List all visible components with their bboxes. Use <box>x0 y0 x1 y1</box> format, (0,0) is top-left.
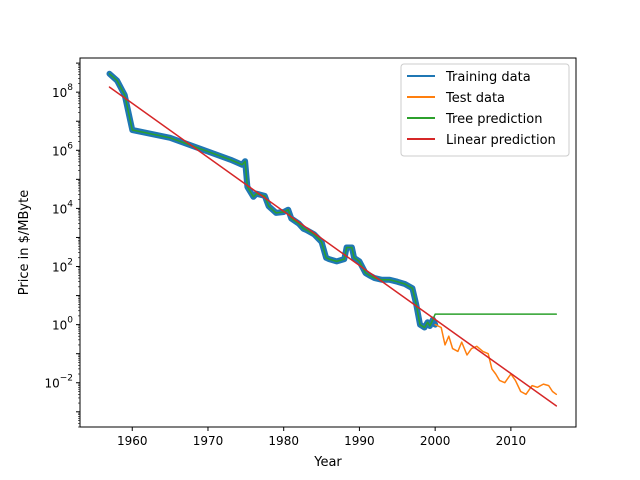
x-axis-label: Year <box>313 455 342 470</box>
y-tick-label: 108 <box>52 83 73 100</box>
y-tick-label: 10−2 <box>44 374 73 391</box>
x-axis-ticks: 1960 1970 1980 1990 2000 2010 <box>117 427 526 448</box>
x-tick-label: 1980 <box>268 434 299 448</box>
series-line-tree-prediction <box>108 73 558 329</box>
x-tick-label: 1990 <box>344 434 375 448</box>
y-axis-ticks: 10−2 100 102 104 106 108 <box>44 62 80 428</box>
x-tick-label: 1970 <box>193 434 224 448</box>
legend-box <box>400 63 570 157</box>
x-tick-label: 1960 <box>117 434 148 448</box>
legend-label: Training data <box>445 70 531 85</box>
series-line-test-data <box>434 323 558 396</box>
y-tick-label: 106 <box>52 141 73 158</box>
legend-label: Linear prediction <box>446 133 556 148</box>
y-tick-label: 104 <box>52 199 73 216</box>
series-line-linear-prediction <box>108 86 558 407</box>
y-tick-label: 102 <box>52 258 73 275</box>
y-axis-label: Price in $/MByte <box>17 190 32 295</box>
legend-label: Tree prediction <box>445 112 542 127</box>
legend: Training data Test data Tree prediction Lin… <box>400 63 570 157</box>
plot-lines <box>106 70 558 407</box>
y-tick-label: 100 <box>52 316 73 333</box>
x-tick-label: 2000 <box>420 434 451 448</box>
x-tick-label: 2010 <box>496 434 527 448</box>
axes-frame <box>79 57 577 428</box>
legend-label: Test data <box>445 91 505 106</box>
